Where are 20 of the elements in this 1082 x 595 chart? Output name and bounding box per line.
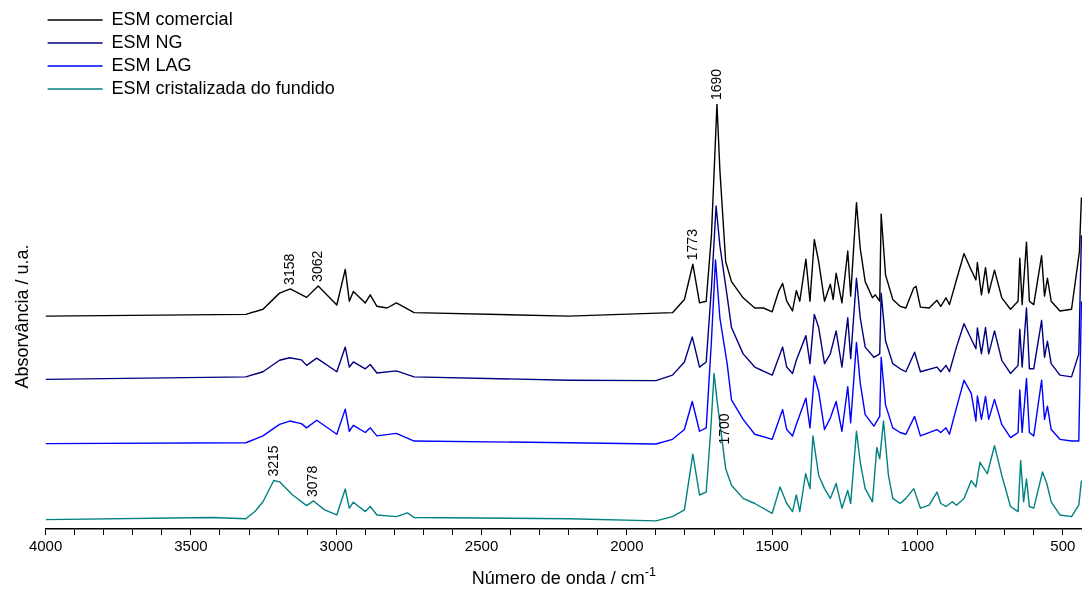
annotation: 3215 xyxy=(264,445,281,477)
y-axis-title: Absorvância / u.a. xyxy=(11,244,32,389)
annotation: 1690 xyxy=(707,68,724,100)
x-tick-label: 500 xyxy=(1050,537,1076,555)
x-tick-label: 3500 xyxy=(174,537,208,555)
x-tick-label: 3000 xyxy=(319,537,353,555)
legend-label: ESM NG xyxy=(111,31,183,52)
annotation: 3062 xyxy=(309,250,326,282)
legend-label: ESM cristalizada do fundido xyxy=(111,77,335,98)
x-tick-label: 1000 xyxy=(900,537,935,555)
annotation: 1773 xyxy=(683,228,700,261)
annotation: 3158 xyxy=(281,253,298,285)
x-tick-label: 4000 xyxy=(28,537,63,555)
annotation: 3078 xyxy=(304,465,321,497)
x-tick-label: 1500 xyxy=(755,537,789,555)
annotation: 1700 xyxy=(715,413,732,445)
x-tick-label: 2000 xyxy=(610,537,644,555)
x-tick-label: 2500 xyxy=(464,537,499,555)
legend-label: ESM LAG xyxy=(111,54,192,75)
legend-label: ESM comercial xyxy=(111,8,233,29)
